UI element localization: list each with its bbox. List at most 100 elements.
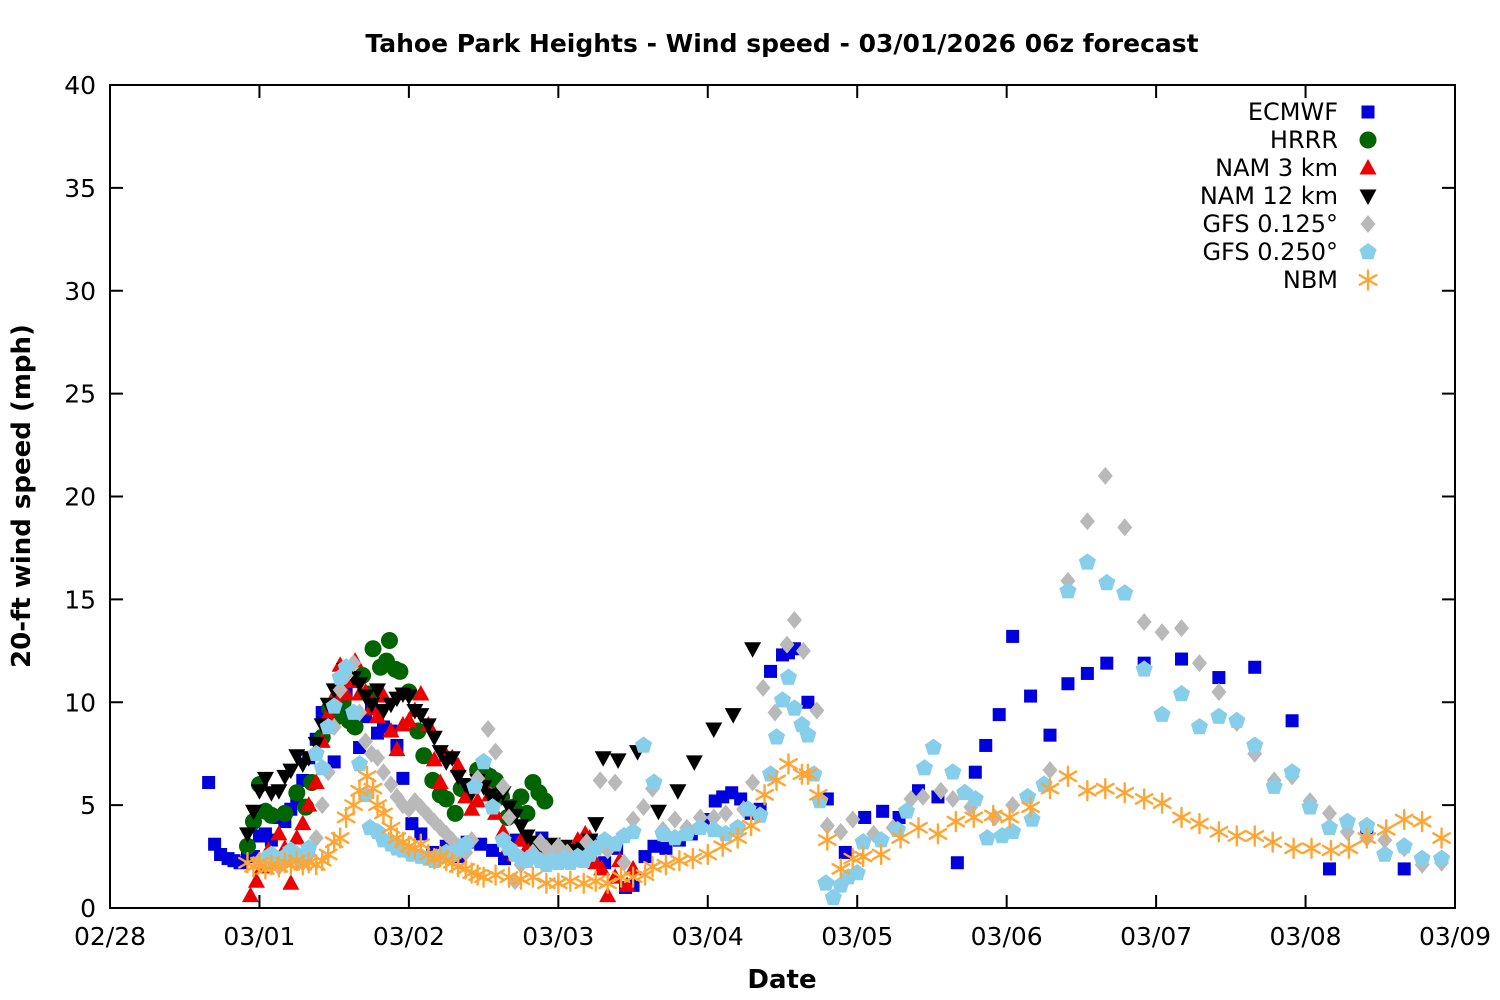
data-point-ecmwf (764, 664, 778, 678)
data-point-nam-12-km (487, 792, 505, 808)
data-point-nbm (779, 753, 798, 775)
asterisk-ray (586, 875, 606, 888)
asterisk-ray (357, 770, 377, 783)
data-point-gfs-0-250 (1153, 705, 1171, 722)
data-point-nam-3-km (307, 773, 325, 789)
data-point-nbm (1284, 837, 1304, 860)
data-point-ecmwf (1006, 629, 1020, 643)
data-point-hrrr (238, 837, 256, 855)
data-point-gfs-0-250 (1135, 660, 1153, 677)
legend-marker-nbm (1358, 269, 1378, 291)
asterisk-ray (767, 774, 786, 787)
data-point-gfs-0-250 (313, 759, 331, 776)
data-point-gfs-0-125 (845, 810, 861, 829)
data-point-nbm (798, 763, 818, 785)
data-point-gfs-0-125 (1174, 619, 1190, 638)
data-point-nbm (831, 858, 851, 880)
asterisk-ray (669, 854, 689, 867)
data-point-gfs-0-125 (1117, 518, 1133, 537)
data-point-nbm (1302, 837, 1321, 860)
data-point-nam-12-km (288, 749, 306, 765)
y-tick-label: 5 (80, 791, 96, 820)
data-point-gfs-0-250 (325, 697, 343, 714)
data-point-nbm (1058, 765, 1078, 788)
data-point-nam-3-km (319, 705, 337, 722)
data-point-hrrr (415, 747, 433, 765)
data-point-ecmwf (858, 810, 872, 824)
data-point-nam-12-km (685, 755, 703, 771)
data-point-gfs-0-125 (370, 748, 386, 767)
data-point-nbm (586, 870, 606, 892)
data-point-nam-12-km (238, 827, 256, 843)
asterisk-ray (548, 877, 568, 890)
data-point-gfs-0-250 (475, 752, 493, 770)
data-point-nam-12-km (282, 763, 300, 780)
data-point-nam-3-km (241, 886, 259, 903)
data-point-ecmwf (659, 841, 673, 855)
data-point-nbm (1021, 796, 1041, 818)
data-point-gfs-0-125 (945, 789, 961, 808)
data-point-gfs-0-125 (636, 798, 652, 817)
data-point-ecmwf (1024, 689, 1038, 703)
data-point-nam-12-km (400, 689, 418, 706)
data-point-gfs-0-250 (924, 738, 942, 755)
data-point-gfs-0-125 (915, 787, 931, 806)
data-point-nbm (767, 769, 786, 792)
asterisk-ray (698, 848, 718, 861)
data-point-gfs-0-125 (819, 816, 835, 835)
legend-label-gfs-0-125: GFS 0.125° (1202, 210, 1338, 238)
data-point-nam-3-km (425, 750, 443, 767)
legend-label-nbm: NBM (1283, 266, 1338, 294)
data-point-gfs-0-125 (1191, 654, 1207, 673)
data-point-nbm (728, 827, 748, 849)
data-point-gfs-0-250 (824, 888, 842, 905)
data-point-ecmwf (968, 765, 982, 779)
data-point-ecmwf (979, 738, 993, 752)
data-point-hrrr (446, 804, 464, 822)
data-point-nbm (374, 802, 393, 825)
data-point-nbm (983, 804, 1003, 827)
data-point-gfs-0-250 (944, 763, 962, 780)
data-point-ecmwf (1175, 652, 1189, 666)
data-point-gfs-0-250 (1004, 822, 1022, 840)
x-tick-label: 03/03 (522, 922, 594, 951)
legend-label-gfs-0-250: GFS 0.250° (1202, 238, 1338, 266)
legend-item-nam-12-km: NAM 12 km (1200, 182, 1377, 210)
data-point-gfs-0-250 (307, 744, 325, 761)
data-point-hrrr (244, 813, 262, 831)
data-point-nbm (1077, 780, 1097, 802)
asterisk-ray (635, 869, 655, 882)
data-point-gfs-0-125 (1005, 796, 1021, 815)
asterisk-ray (1209, 825, 1229, 838)
data-point-nam-3-km (599, 886, 617, 903)
asterisk-ray (1058, 770, 1078, 783)
data-point-nam-12-km (412, 708, 430, 724)
asterisk-ray (511, 873, 531, 886)
series-nbm (238, 753, 1451, 895)
data-point-nam-3-km (449, 757, 467, 773)
data-point-gfs-0-250 (966, 789, 984, 807)
data-point-ecmwf (1285, 714, 1299, 728)
data-point-nbm (928, 823, 948, 845)
data-point-gfs-0-250 (751, 806, 769, 823)
asterisk-ray (1040, 782, 1060, 795)
asterisk-ray (1321, 844, 1341, 857)
asterisk-ray (330, 832, 350, 844)
data-point-nbm (1321, 839, 1341, 862)
asterisk-ray (623, 871, 643, 884)
data-point-gfs-0-250 (1098, 573, 1116, 591)
data-point-nam-3-km (388, 740, 406, 757)
data-point-nam-12-km (744, 642, 762, 658)
plot-render-root: 02/28 03/01 03/02 03/03 03/04 03/05 03/06 03/07… (64, 71, 1491, 951)
data-point-nbm (1190, 812, 1209, 835)
data-point-nam-12-km (256, 771, 274, 788)
data-point-nam-3-km (288, 829, 306, 845)
data-point-nam-12-km (250, 784, 268, 800)
data-point-nbm (1134, 788, 1154, 810)
data-point-gfs-0-125 (786, 610, 802, 629)
data-point-nbm (698, 843, 718, 866)
data-point-gfs-0-125 (592, 771, 608, 790)
legend-item-ecmwf: ECMWF (1248, 98, 1375, 126)
legend-item-nbm: NBM (1283, 266, 1378, 294)
data-point-gfs-0-125 (488, 742, 504, 761)
